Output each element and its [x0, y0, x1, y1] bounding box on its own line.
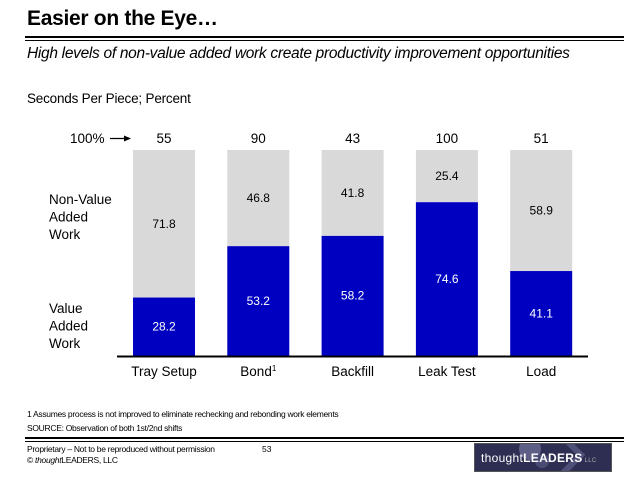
legend-label-non-value-added: Non-Value — [49, 192, 112, 207]
bar-non-value-added — [133, 150, 195, 298]
legend-label-non-value-added: Added — [49, 210, 88, 225]
title-rule-thin — [25, 40, 624, 41]
data-label-value-added: 41.1 — [530, 306, 554, 320]
chart-units-label: Seconds Per Piece; Percent — [27, 91, 191, 106]
total-label: 100 — [436, 131, 459, 146]
page-subtitle: High levels of non-value added work crea… — [27, 45, 570, 62]
footer-rule-thin — [25, 441, 624, 442]
bar-non-value-added — [510, 150, 573, 272]
bar-non-value-added — [321, 150, 384, 236]
stacked-bar-chart: Non-Value Added Work Value Added Work 71.8 28.… — [49, 131, 588, 379]
copyright-brand-italic: thought — [35, 455, 62, 465]
data-label-non-value-added: 41.8 — [341, 186, 365, 200]
data-label-value-added: 28.2 — [152, 320, 176, 334]
legend-label-value-added: Added — [49, 319, 88, 334]
copyright-notice: © thoughtLEADERS, LLC — [27, 455, 118, 465]
percent-100-label: 100% — [70, 131, 105, 146]
arrow-right-icon — [124, 135, 131, 142]
x-tick-label: Bond1 — [240, 364, 277, 379]
legend-label-value-added: Work — [49, 336, 81, 351]
legend-label-value-added: Value — [49, 301, 83, 316]
bar-value-added — [510, 271, 573, 356]
bar-non-value-added — [227, 150, 290, 247]
logo-text-leaders: LEADERS — [523, 451, 583, 465]
page-title: Easier on the Eye… — [27, 7, 218, 30]
x-tick-label: Leak Test — [418, 364, 476, 379]
total-label: 43 — [345, 131, 360, 146]
data-label-non-value-added: 71.8 — [152, 217, 176, 231]
total-label: 90 — [251, 131, 266, 146]
logo-text-llc: LLC — [584, 458, 597, 464]
page-number: 53 — [262, 444, 272, 454]
legend-label-non-value-added: Work — [49, 227, 81, 242]
proprietary-notice: Proprietary – Not to be reproduced witho… — [27, 444, 215, 454]
data-label-value-added: 58.2 — [341, 289, 365, 303]
logo-text: thoughtLEADERS LLC — [481, 451, 597, 465]
data-label-non-value-added: 25.4 — [435, 169, 459, 183]
bar-value-added — [133, 297, 195, 356]
copyright-symbol: © — [27, 455, 36, 465]
x-tick-label: Backfill — [331, 364, 374, 379]
data-label-value-added: 74.6 — [435, 272, 459, 286]
footnote-marker: 1 — [272, 364, 277, 373]
footnote: 1 Assumes process is not improved to eli… — [27, 409, 339, 419]
bar-non-value-added — [415, 150, 478, 203]
copyright-brand-rest: LEADERS, LLC — [61, 455, 118, 465]
logo-text-thought: thought — [481, 451, 524, 465]
data-label-value-added: 53.2 — [247, 294, 271, 308]
data-label-non-value-added: 46.8 — [247, 191, 271, 205]
bar-value-added — [227, 246, 290, 356]
logo-small-circle-icon — [535, 454, 549, 468]
x-tick-label: Load — [526, 364, 556, 379]
bar-value-added — [415, 202, 478, 356]
source-note: SOURCE: Observation of both 1st/2nd shif… — [27, 423, 183, 433]
bar-value-added — [321, 235, 384, 356]
data-label-non-value-added: 58.9 — [530, 204, 554, 218]
footer-rule — [25, 437, 624, 439]
company-logo: thoughtLEADERS LLC — [474, 443, 612, 472]
total-label: 55 — [156, 131, 171, 146]
title-rule — [25, 36, 624, 38]
total-label: 51 — [534, 131, 549, 146]
x-tick-label: Tray Setup — [131, 364, 197, 379]
